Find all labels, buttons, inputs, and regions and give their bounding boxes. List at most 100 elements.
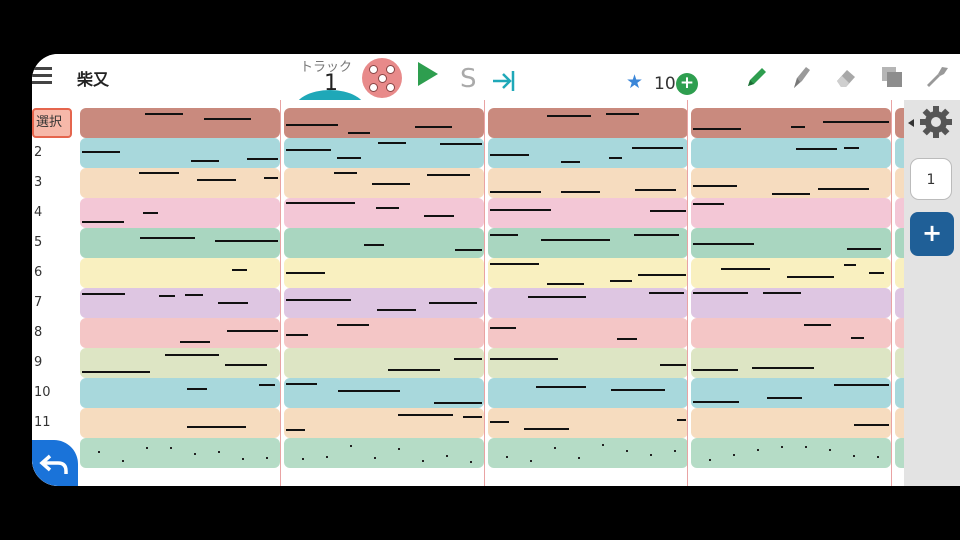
- note: [377, 309, 416, 311]
- phrase-cell[interactable]: [895, 438, 904, 468]
- phrase-cell[interactable]: [488, 108, 688, 138]
- brush-icon[interactable]: [788, 64, 814, 90]
- phrase-cell[interactable]: [488, 348, 688, 378]
- phrase-cell[interactable]: [80, 198, 280, 228]
- phrase-cell[interactable]: [691, 438, 891, 468]
- note: [348, 132, 370, 134]
- phrase-cell[interactable]: [80, 378, 280, 408]
- phrase-cell[interactable]: [80, 258, 280, 288]
- drum-note: [350, 445, 352, 447]
- drum-note: [733, 454, 735, 456]
- phrase-grid[interactable]: [78, 100, 904, 486]
- note: [490, 263, 539, 265]
- phrase-cell[interactable]: [488, 318, 688, 348]
- row-label[interactable]: 7: [34, 295, 43, 310]
- phrase-cell[interactable]: [80, 318, 280, 348]
- phrase-cell[interactable]: [691, 108, 891, 138]
- note: [337, 324, 369, 326]
- track-number[interactable]: 1: [324, 71, 338, 96]
- phrase-cell[interactable]: [80, 438, 280, 468]
- phrase-cell[interactable]: [80, 348, 280, 378]
- phrase-cell[interactable]: [691, 318, 891, 348]
- drum-note: [805, 446, 807, 448]
- phrase-cell[interactable]: [488, 438, 688, 468]
- phrase-cell[interactable]: [895, 378, 904, 408]
- phrase-cell[interactable]: [284, 408, 484, 438]
- phrase-cell[interactable]: [895, 198, 904, 228]
- phrase-cell[interactable]: [488, 168, 688, 198]
- note: [490, 191, 541, 193]
- drum-note: [829, 449, 831, 451]
- phrase-cell[interactable]: [895, 168, 904, 198]
- phrase-cell[interactable]: [895, 288, 904, 318]
- phrase-cell[interactable]: [691, 258, 891, 288]
- row-label[interactable]: 2: [34, 145, 43, 160]
- phrase-cell[interactable]: [488, 408, 688, 438]
- wrench-icon[interactable]: [924, 64, 950, 90]
- undo-button[interactable]: [32, 440, 78, 486]
- phrase-cell[interactable]: [80, 408, 280, 438]
- phrase-cell[interactable]: [895, 228, 904, 258]
- eraser-icon[interactable]: [833, 64, 859, 90]
- note: [610, 280, 632, 282]
- phrase-cell[interactable]: [691, 348, 891, 378]
- copy-icon[interactable]: [879, 64, 905, 90]
- row-label[interactable]: 4: [34, 205, 43, 220]
- drum-note: [122, 460, 124, 462]
- solo-button[interactable]: S: [460, 64, 477, 94]
- note: [82, 221, 124, 223]
- phrase-cell[interactable]: [895, 408, 904, 438]
- row-label[interactable]: 5: [34, 235, 43, 250]
- phrase-cell[interactable]: [488, 138, 688, 168]
- row-label[interactable]: 9: [34, 355, 43, 370]
- phrase-cell[interactable]: [691, 138, 891, 168]
- phrase-cell[interactable]: [284, 108, 484, 138]
- row-label[interactable]: 6: [34, 265, 43, 280]
- note: [847, 248, 881, 250]
- note: [82, 293, 125, 295]
- page-number[interactable]: 1: [910, 158, 952, 200]
- note: [388, 369, 440, 371]
- row-label[interactable]: 8: [34, 325, 43, 340]
- phrase-cell[interactable]: [488, 198, 688, 228]
- phrase-cell[interactable]: [691, 198, 891, 228]
- pencil-icon[interactable]: [744, 64, 770, 90]
- phrase-cell[interactable]: [80, 168, 280, 198]
- phrase-cell[interactable]: [691, 408, 891, 438]
- hamburger-menu-icon[interactable]: [32, 64, 54, 86]
- select-row-label[interactable]: 選択: [32, 108, 72, 138]
- phrase-cell[interactable]: [284, 438, 484, 468]
- song-title[interactable]: 柴又: [77, 70, 110, 89]
- row-label[interactable]: 11: [34, 415, 51, 430]
- phrase-cell[interactable]: [895, 348, 904, 378]
- phrase-cell[interactable]: [80, 228, 280, 258]
- row-label[interactable]: 10: [34, 385, 51, 400]
- phrase-cell[interactable]: [284, 318, 484, 348]
- row-label[interactable]: 3: [34, 175, 43, 190]
- collapse-left-icon[interactable]: [906, 118, 916, 128]
- add-star-button[interactable]: +: [676, 73, 698, 95]
- play-icon[interactable]: [418, 62, 438, 86]
- note: [490, 154, 529, 156]
- gear-icon[interactable]: [918, 104, 954, 140]
- phrase-cell[interactable]: [284, 348, 484, 378]
- phrase-cell[interactable]: [895, 108, 904, 138]
- note: [139, 172, 179, 174]
- note: [286, 202, 355, 204]
- note: [804, 324, 831, 326]
- note: [772, 193, 810, 195]
- phrase-cell[interactable]: [895, 258, 904, 288]
- skip-to-end-icon[interactable]: [491, 68, 517, 94]
- add-page-button[interactable]: +: [910, 212, 954, 256]
- phrase-cell[interactable]: [80, 138, 280, 168]
- phrase-cell[interactable]: [895, 318, 904, 348]
- phrase-cell[interactable]: [895, 138, 904, 168]
- note: [197, 179, 236, 181]
- phrase-cell[interactable]: [488, 228, 688, 258]
- note: [791, 126, 805, 128]
- phrase-cell[interactable]: [488, 378, 688, 408]
- note: [677, 419, 686, 421]
- dice-icon[interactable]: [362, 58, 402, 98]
- phrase-cell[interactable]: [691, 378, 891, 408]
- phrase-cell[interactable]: [284, 228, 484, 258]
